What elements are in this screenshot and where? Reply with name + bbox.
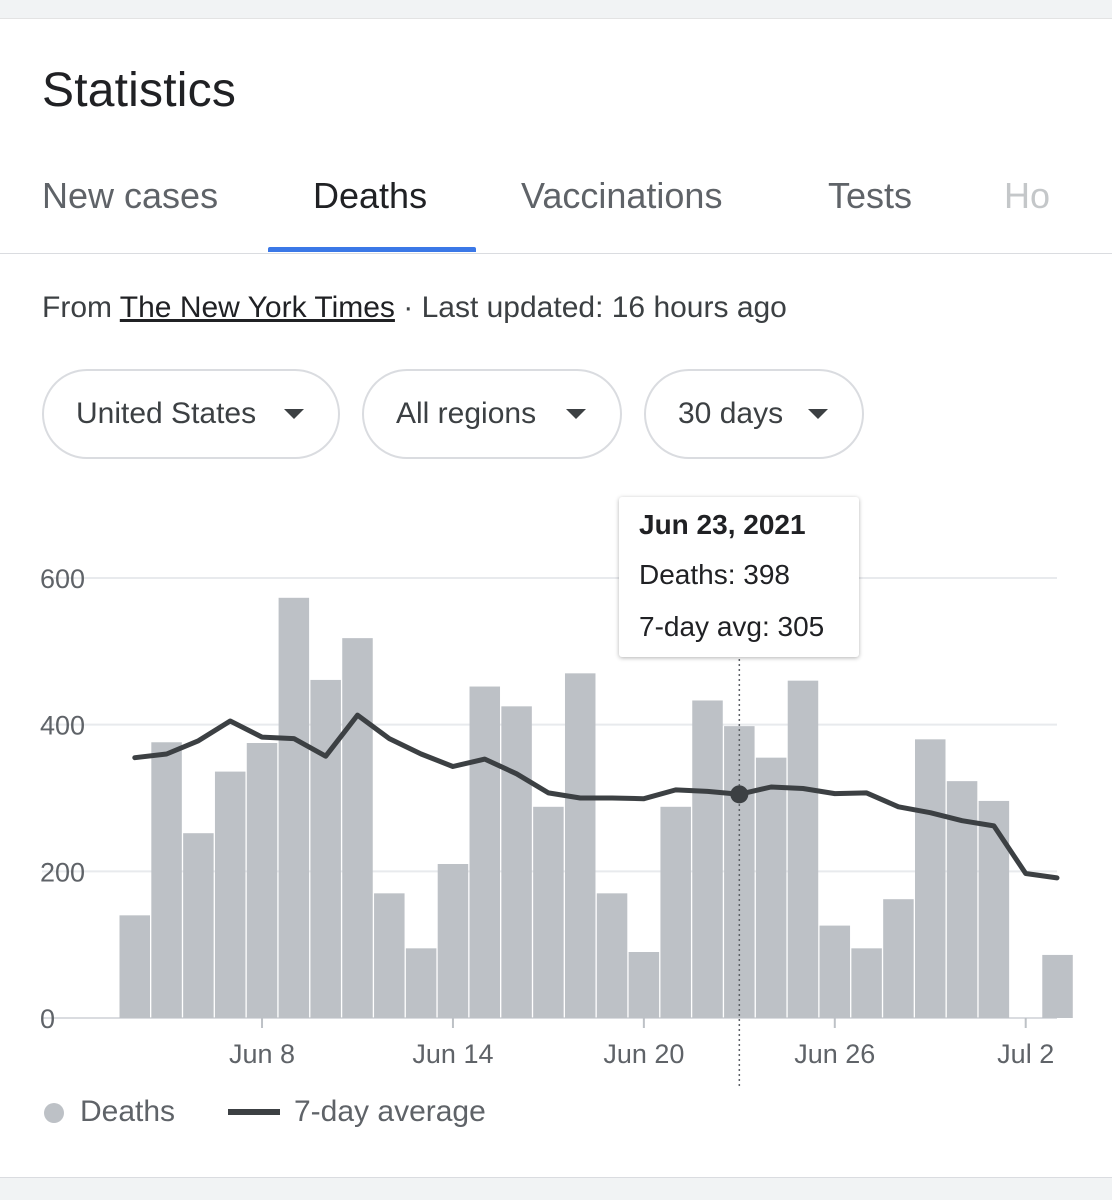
bar-jul-1 bbox=[978, 800, 1010, 1018]
bar-jun-7 bbox=[214, 771, 246, 1018]
bar-jun-8 bbox=[246, 743, 278, 1018]
legend-average-label: 7-day average bbox=[294, 1095, 486, 1128]
source-line: From The New York Times · Last updated: … bbox=[42, 291, 787, 325]
legend-deaths-swatch bbox=[44, 1103, 64, 1123]
tab-bar: New cases Deaths Vaccinations Tests Ho bbox=[0, 159, 1112, 255]
bar-jun-26 bbox=[819, 925, 851, 1018]
bar-jun-25 bbox=[787, 680, 819, 1018]
bar-jun-6 bbox=[183, 833, 214, 1018]
bar-jun-10 bbox=[310, 679, 341, 1018]
source-prefix: From bbox=[42, 291, 120, 324]
bar-jun-20 bbox=[628, 952, 660, 1018]
tab-new-cases[interactable]: New cases bbox=[42, 175, 219, 216]
region-filter[interactable]: All regions bbox=[362, 369, 622, 459]
bar-jun-17 bbox=[533, 806, 564, 1018]
bar-jun-13 bbox=[405, 948, 437, 1018]
x-tick-label: Jun 20 bbox=[603, 1039, 684, 1069]
statistics-card: Statistics New cases Deaths Vaccinations… bbox=[0, 18, 1112, 1178]
tabs-divider bbox=[0, 253, 1112, 254]
chevron-down-icon bbox=[808, 409, 828, 419]
chevron-down-icon bbox=[284, 409, 304, 419]
seven-day-average-line bbox=[132, 712, 1060, 881]
bar-jun-16 bbox=[501, 706, 532, 1018]
x-tick-label: Jun 8 bbox=[229, 1039, 295, 1069]
chart-tooltip: Jun 23, 2021 Deaths: 398 7-day avg: 305 bbox=[619, 497, 859, 657]
bar-jun-21 bbox=[660, 806, 691, 1018]
tooltip-average: 7-day avg: 305 bbox=[639, 611, 825, 642]
bar-jun-29 bbox=[915, 739, 946, 1018]
tab-hospitalizations[interactable]: Ho bbox=[1004, 175, 1051, 216]
bar-jun-22 bbox=[692, 700, 723, 1018]
bar-jun-11 bbox=[342, 638, 373, 1018]
tooltip-deaths: Deaths: 398 bbox=[639, 559, 790, 590]
x-tick-label: Jun 14 bbox=[412, 1039, 493, 1069]
hover-point-marker bbox=[730, 785, 749, 804]
location-filter[interactable]: United States bbox=[42, 369, 340, 459]
y-tick-label: 0 bbox=[40, 1004, 55, 1034]
bar-jun-15 bbox=[469, 686, 501, 1018]
tooltip-date: Jun 23, 2021 bbox=[639, 509, 806, 540]
tab-deaths[interactable]: Deaths bbox=[313, 175, 428, 216]
y-tick-label: 200 bbox=[40, 857, 85, 887]
x-tick-label: Jun 26 bbox=[794, 1039, 875, 1069]
source-link[interactable]: The New York Times bbox=[119, 291, 395, 324]
tab-vaccinations[interactable]: Vaccinations bbox=[521, 175, 723, 216]
deaths-chart[interactable]: 0 200 400 600 Jun 8 Jun 14 Jun 20 Jun 26 Jul 2 bbox=[0, 489, 1112, 1089]
bar-jun-24 bbox=[755, 757, 787, 1018]
bar-jun-14 bbox=[437, 864, 469, 1018]
chevron-down-icon bbox=[566, 409, 586, 419]
page-title: Statistics bbox=[42, 64, 237, 117]
tab-tests[interactable]: Tests bbox=[828, 175, 913, 216]
bar-jun-4 bbox=[119, 915, 150, 1018]
active-tab-indicator bbox=[268, 247, 476, 252]
legend-deaths-label: Deaths bbox=[80, 1095, 176, 1128]
last-updated: · Last updated: 16 hours ago bbox=[394, 291, 787, 324]
y-tick-label: 400 bbox=[40, 711, 85, 741]
bar-jun-12 bbox=[374, 893, 405, 1018]
range-filter[interactable]: 30 days bbox=[644, 369, 864, 459]
range-filter-label: 30 days bbox=[678, 397, 784, 430]
x-tick-label: Jul 2 bbox=[997, 1039, 1054, 1069]
bar-jun-5 bbox=[151, 742, 182, 1018]
bar-jul-3 bbox=[1042, 954, 1073, 1018]
bar-jun-28 bbox=[883, 899, 914, 1018]
bar-jun-27 bbox=[851, 948, 882, 1018]
bar-jun-18 bbox=[564, 673, 596, 1018]
legend-average-swatch bbox=[228, 1109, 280, 1115]
bar-jun-19 bbox=[596, 893, 628, 1018]
y-tick-label: 600 bbox=[40, 564, 85, 594]
location-filter-label: United States bbox=[76, 397, 257, 430]
bar-jun-9 bbox=[278, 597, 310, 1018]
region-filter-label: All regions bbox=[396, 397, 537, 430]
